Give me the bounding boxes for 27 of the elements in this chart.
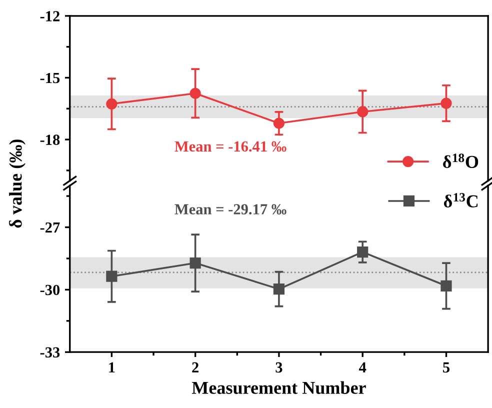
x-tick-label: 1 [109,362,115,372]
x-tick-label: 5 [443,362,450,373]
x-tick-label: 4 [358,362,366,372]
y-axis-title: δ value (‰) [8,140,26,228]
point [273,118,285,129]
point [273,284,285,295]
y-tick-label: -18 [40,134,60,145]
legend-label: δ$^{18}$O [443,154,478,168]
point [440,280,452,292]
annotation: Mean = -16.41 ‰ [174,141,286,152]
y-tick-label: -27 [40,222,60,233]
x-tick-label: 2 [192,362,198,372]
y-tick-label: -15 [40,72,60,84]
point [190,88,201,99]
y-tick-label: -33 [40,347,60,358]
point [357,246,368,258]
annotation: Mean = -29.17 ‰ [174,204,286,214]
y-tick-label: -30 [40,284,60,296]
point [190,257,201,269]
point [106,270,118,282]
x-axis-title: Measurement Number [192,381,366,394]
point [440,98,452,109]
x-tick-label: 3 [276,362,282,373]
y-tick-label: -12 [40,11,60,22]
point [357,106,368,118]
point [106,98,118,110]
legend-label: δ$^{13}$C [444,193,478,208]
